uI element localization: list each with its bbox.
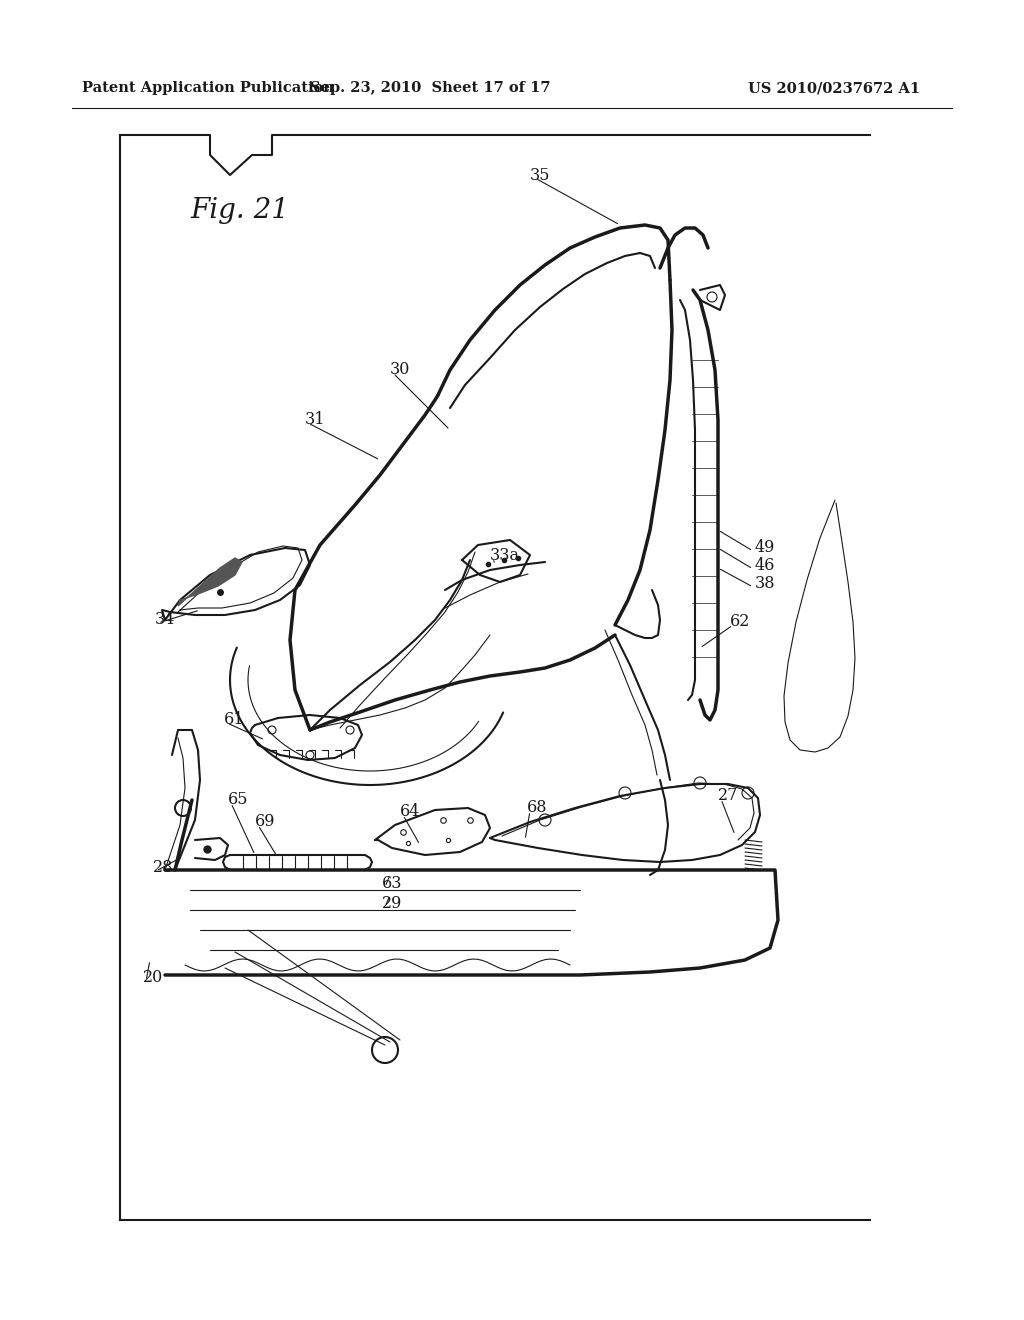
Text: 33a: 33a [490, 546, 520, 564]
Text: Fig. 21: Fig. 21 [190, 197, 289, 223]
Text: 46: 46 [755, 557, 775, 574]
Text: 38: 38 [755, 576, 775, 593]
Text: 69: 69 [255, 813, 275, 830]
Text: 65: 65 [228, 792, 249, 808]
Text: 49: 49 [755, 540, 775, 557]
Text: 31: 31 [305, 412, 326, 429]
Text: 62: 62 [730, 614, 751, 631]
Text: 61: 61 [224, 711, 245, 729]
Text: Patent Application Publication: Patent Application Publication [82, 81, 334, 95]
Text: Sep. 23, 2010  Sheet 17 of 17: Sep. 23, 2010 Sheet 17 of 17 [309, 81, 550, 95]
Text: 64: 64 [400, 804, 421, 821]
Text: 20: 20 [143, 969, 163, 986]
Text: 63: 63 [382, 875, 402, 892]
Text: 27: 27 [718, 788, 738, 804]
Text: 34: 34 [155, 611, 175, 628]
Text: 68: 68 [527, 800, 548, 817]
Text: 28: 28 [153, 859, 173, 876]
Text: US 2010/0237672 A1: US 2010/0237672 A1 [748, 81, 920, 95]
Text: 29: 29 [382, 895, 402, 912]
Polygon shape [178, 558, 242, 606]
Text: 35: 35 [530, 166, 551, 183]
Text: 30: 30 [390, 362, 411, 379]
